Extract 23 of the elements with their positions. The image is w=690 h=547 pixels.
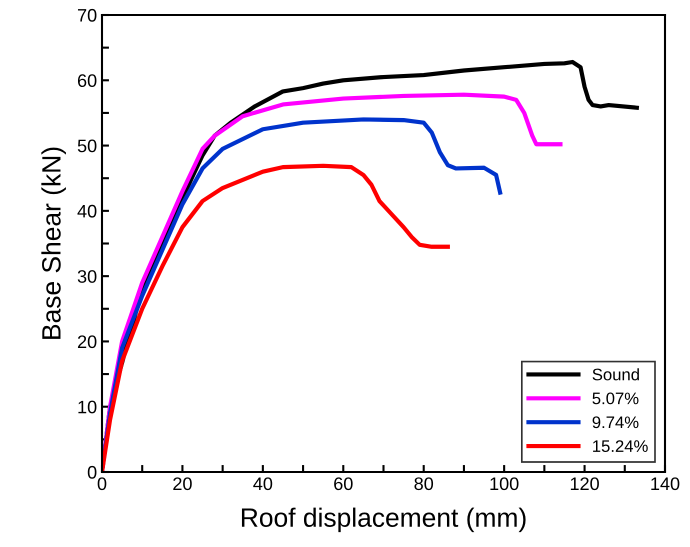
y-tick-label: 0 — [88, 466, 96, 479]
legend-label: Sound — [592, 368, 639, 380]
y-tick-label: 10 — [78, 400, 96, 414]
x-axis-title: Roof displacement (mm) — [242, 508, 526, 532]
x-tick-label: 20 — [173, 477, 192, 490]
y-tick-label: 70 — [78, 8, 96, 22]
x-tick-label: 0 — [98, 477, 106, 490]
x-tick-label: 80 — [414, 477, 434, 490]
x-tick-label: 60 — [334, 477, 353, 490]
legend-label: 15.24% — [593, 440, 648, 452]
x-tick-label: 140 — [651, 477, 680, 490]
y-tick-label: 20 — [78, 335, 96, 348]
y-tick-label: 60 — [78, 74, 96, 88]
y-tick-label: 50 — [78, 140, 96, 152]
y-axis-title: Base Shear (kN) — [41, 148, 66, 339]
x-tick-label: 40 — [253, 477, 272, 490]
x-tick-label: 100 — [490, 477, 518, 490]
legend-label: 9.74% — [592, 416, 638, 428]
y-tick-label: 30 — [78, 270, 96, 283]
legend-label: 5.07% — [592, 392, 638, 404]
x-tick-label: 120 — [570, 477, 599, 490]
line-series — [102, 164, 450, 472]
y-tick-label: 40 — [77, 204, 96, 218]
